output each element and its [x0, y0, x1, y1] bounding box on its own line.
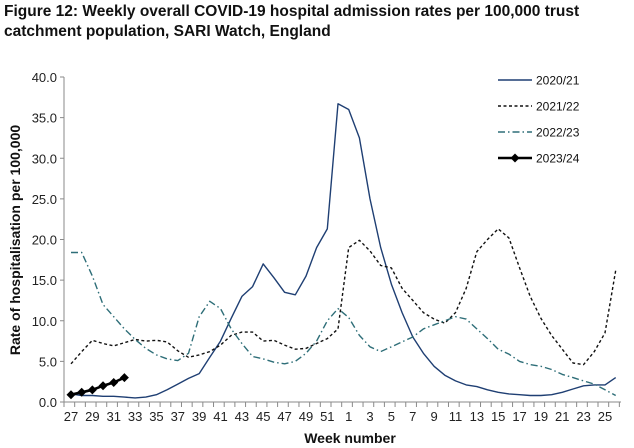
x-tick-label: 29 — [85, 409, 99, 424]
y-tick-label: 10.0 — [32, 314, 57, 329]
series-2023-24 — [66, 373, 129, 400]
x-tick-label: 19 — [534, 409, 548, 424]
legend-label: 2021/22 — [536, 100, 580, 114]
y-tick-label: 15.0 — [32, 273, 57, 288]
x-tick-label: 37 — [171, 409, 185, 424]
x-tick-label: 43 — [235, 409, 249, 424]
chart-title: Figure 12: Weekly overall COVID-19 hospi… — [4, 3, 580, 40]
data-point-marker — [77, 387, 87, 397]
data-point-marker — [98, 381, 108, 391]
series-line — [71, 251, 617, 397]
series-layer — [66, 103, 617, 400]
x-tick-label: 39 — [192, 409, 206, 424]
y-tick-label: 20.0 — [32, 233, 57, 248]
y-tick-label: 40.0 — [32, 70, 57, 85]
legend-label: 2023/24 — [536, 152, 580, 166]
series-2020-21 — [70, 103, 617, 399]
x-tick-label: 1 — [345, 409, 352, 424]
x-tick-label: 47 — [277, 409, 291, 424]
x-tick-label: 33 — [128, 409, 142, 424]
legend-label: 2022/23 — [536, 126, 580, 140]
series-2021-22 — [70, 228, 617, 366]
x-tick-label: 49 — [299, 409, 313, 424]
x-tick-label: 51 — [320, 409, 334, 424]
legend: 2020/21 2021/22 2022/23 2023/24 — [498, 74, 580, 166]
series-line — [70, 103, 617, 399]
data-point-marker — [109, 378, 119, 387]
data-point-marker — [119, 373, 129, 383]
x-tick-label: 25 — [598, 409, 612, 424]
axes: 0.05.010.015.020.025.030.035.040.027 29 31… — [32, 70, 622, 424]
x-tick-label: 9 — [431, 409, 438, 424]
x-tick-label: 45 — [256, 409, 270, 424]
x-tick-label: 15 — [491, 409, 505, 424]
legend-marker — [510, 153, 520, 163]
y-tick-label: 5.0 — [39, 354, 57, 369]
x-tick-label: 17 — [512, 409, 526, 424]
series-2022-23 — [71, 251, 617, 397]
x-tick-label: 27 — [64, 409, 78, 424]
x-tick-label: 41 — [213, 409, 227, 424]
legend-item: 2021/22 — [498, 100, 580, 114]
x-tick-label: 7 — [409, 409, 416, 424]
x-tick-label: 5 — [388, 409, 395, 424]
legend-item: 2020/21 — [498, 74, 580, 88]
data-point-marker — [87, 385, 97, 395]
y-tick-label: 25.0 — [32, 192, 57, 207]
x-tick-label: 11 — [449, 409, 463, 424]
y-tick-label: 30.0 — [32, 151, 57, 166]
x-tick-label: 31 — [106, 409, 120, 424]
y-tick-label: 35.0 — [32, 111, 57, 126]
y-axis-title: Rate of hospitalisation per 100,000 — [7, 125, 23, 356]
data-point-marker — [66, 390, 76, 400]
x-tick-label: 35 — [149, 409, 163, 424]
legend-label: 2020/21 — [536, 74, 580, 88]
x-tick-label: 23 — [576, 409, 590, 424]
legend-item: 2022/23 — [498, 126, 580, 140]
series-line — [70, 228, 617, 366]
x-tick-label: 3 — [366, 409, 373, 424]
legend-item: 2023/24 — [498, 152, 580, 166]
y-tick-label: 0.0 — [39, 395, 57, 410]
x-axis-title: Week number — [304, 430, 396, 446]
x-tick-label: 13 — [470, 409, 484, 424]
x-tick-label: 21 — [555, 409, 569, 424]
